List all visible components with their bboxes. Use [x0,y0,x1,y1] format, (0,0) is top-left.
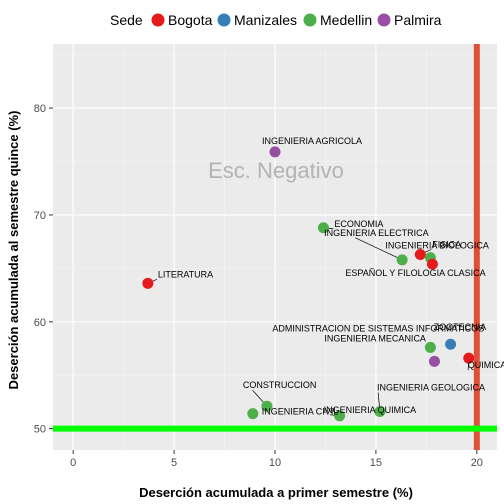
data-point-ingenieria-mecanica [429,356,440,367]
legend: Sede Bogota Manizales Medellin Palmira [110,12,442,28]
point-label-ingenieria-agricola: INGENIERIA AGRICOLA [262,136,362,146]
point-label-ingenieria-biologica: INGENIERIA BIOLOGICA [385,241,489,251]
y-tick-label: 50 [34,424,46,436]
point-label-zootecnia: ZOOTECNIA [434,322,487,332]
legend-marker-bogota [152,14,165,27]
point-label-construccion: CONSTRUCCION [243,380,317,390]
legend-label-palmira: Palmira [394,12,442,28]
data-point-administracion-de-sistemas-informaticos [425,342,436,353]
data-point-ingenieria-civil [247,408,258,419]
plot-annotation: Esc. Negativo [208,158,344,183]
legend-label-medellin: Medellin [320,12,372,28]
x-tick-label: 20 [471,457,483,469]
legend-label-bogota: Bogota [168,12,213,28]
point-label-ingenieria-quimica: INGENIERIA QUIMICA [324,405,417,415]
x-axis-title: Deserción acumulada a primer semestre (%… [139,485,413,500]
x-tick-label: 0 [70,457,76,469]
y-tick-label: 60 [34,317,46,329]
x-tick-label: 15 [370,457,382,469]
point-label-español-y-filologia-clasica: ESPAÑOL Y FILOLOGIA CLASICA [345,268,485,278]
legend-title: Sede [110,12,143,28]
point-label-ingenieria-geologica: INGENIERIA GEOLOGICA [377,383,485,393]
data-point-literatura [142,278,153,289]
x-tick-label: 10 [269,457,281,469]
legend-marker-manizales [218,14,231,27]
data-point-zootecnia [445,339,456,350]
point-label-ingenieria-mecanica: INGENIERIA MECANICA [324,333,426,343]
data-point-ingenieria-agricola [270,146,281,157]
y-tick-label: 70 [34,210,46,222]
legend-label-manizales: Manizales [234,12,297,28]
point-label-ingenieria-electrica: INGENIERIA ELECTRICA [324,228,429,238]
point-label-quimica: QUIMICA [468,360,504,370]
legend-marker-palmira [378,14,391,27]
data-point-ingenieria-electrica [397,254,408,265]
y-tick-label: 80 [34,103,46,115]
y-axis-title: Deserción acumulada al semestre quince (… [6,111,21,390]
x-tick-label: 5 [171,457,177,469]
point-label-literatura: LITERATURA [158,269,213,279]
legend-marker-medellin [304,14,317,27]
